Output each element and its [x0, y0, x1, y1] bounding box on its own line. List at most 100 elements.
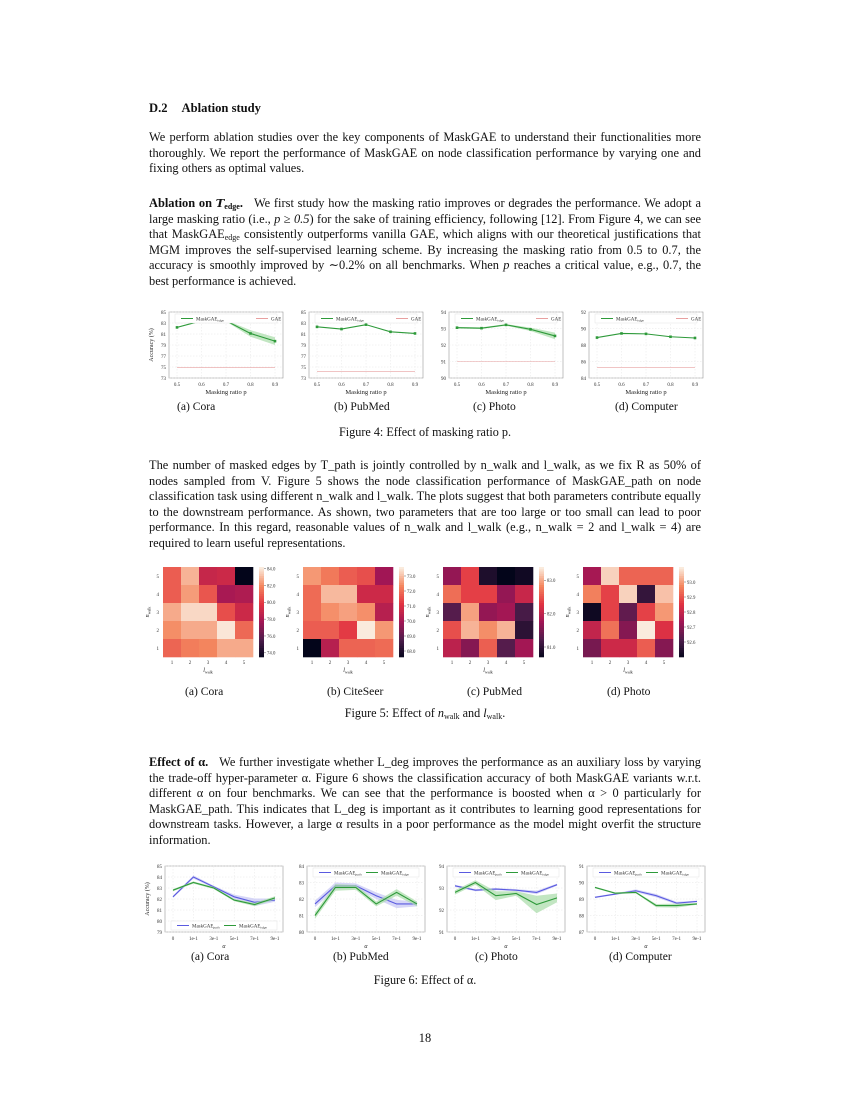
text: consistently outperforms vanilla GAE, wh…	[149, 227, 701, 273]
figure-6: 79 80 81 82 83 84 85 0 1e-1 3e-1 5e-1 7e-1 9e-1 α Accu…	[144, 862, 706, 967]
figure-4: 73 75 77 79 81 83 85 0.5 0.6 0.7 0.8 0.9 Masking rat…	[147, 308, 704, 418]
svg-text:1: 1	[451, 661, 454, 666]
t-symbol: T	[215, 196, 225, 210]
svg-text:0: 0	[172, 937, 175, 942]
svg-text:92: 92	[441, 344, 447, 349]
svg-text:81.0: 81.0	[547, 646, 556, 651]
svg-text:5: 5	[383, 661, 386, 666]
svg-text:1: 1	[437, 647, 440, 652]
svg-text:MaskGAEedge: MaskGAEedge	[381, 871, 409, 876]
svg-text:1: 1	[157, 647, 160, 652]
svg-text:77: 77	[301, 355, 307, 360]
svg-text:5: 5	[577, 575, 580, 580]
svg-text:3: 3	[627, 661, 630, 666]
fig4-subcaption-b: (b) PubMed	[334, 400, 390, 413]
svg-text:MaskGAEedge: MaskGAEedge	[239, 924, 267, 929]
svg-text:83.0: 83.0	[547, 579, 556, 584]
svg-text:81: 81	[301, 333, 307, 338]
svg-text:0: 0	[594, 937, 597, 942]
svg-text:4: 4	[297, 593, 300, 598]
svg-text:79: 79	[301, 344, 307, 349]
svg-text:0.5: 0.5	[314, 383, 321, 388]
svg-text:5: 5	[243, 661, 246, 666]
svg-text:84: 84	[157, 876, 163, 881]
svg-text:94: 94	[439, 865, 445, 870]
effect-alpha-heading: Effect of α.	[149, 755, 209, 769]
fig5-heatmap-photo: 5 4 3 2 1 1 2 3 4 5 lwalk nwalk 92.6 92.7 92.8 92.9 93.0	[563, 563, 703, 683]
svg-text:77: 77	[161, 355, 167, 360]
svg-text:5: 5	[663, 661, 666, 666]
svg-text:94: 94	[441, 311, 447, 316]
text: reaches a critical value, e.g., 0.7, the…	[149, 258, 701, 288]
svg-text:lwalk: lwalk	[483, 668, 492, 675]
svg-text:5e-1: 5e-1	[230, 937, 239, 942]
fig4-subcaption-c: (c) Photo	[473, 400, 516, 413]
svg-text:0.7: 0.7	[503, 383, 510, 388]
svg-text:3e-1: 3e-1	[631, 937, 640, 942]
fig5-subcaption-a: (a) Cora	[185, 685, 224, 698]
figure-4-caption: Figure 4: Effect of masking ratio p.	[338, 425, 512, 439]
subscript: edge	[224, 233, 240, 243]
svg-text:2: 2	[157, 629, 160, 634]
svg-text:0.8: 0.8	[247, 383, 254, 388]
svg-text:5e-1: 5e-1	[372, 937, 381, 942]
svg-text:90: 90	[441, 377, 447, 382]
svg-text:92.9: 92.9	[687, 596, 696, 601]
ablation-edge-paragraph: Ablation on Tedge. We first study how th…	[149, 196, 701, 288]
caption-subscript: walk	[486, 712, 503, 721]
svg-text:1: 1	[297, 647, 300, 652]
svg-text:74.0: 74.0	[267, 652, 276, 657]
caption-subscript: walk	[444, 712, 460, 721]
svg-text:92.8: 92.8	[687, 611, 696, 616]
svg-text:2: 2	[577, 629, 580, 634]
svg-text:MaskGAEedge: MaskGAEedge	[476, 317, 504, 322]
svg-text:89: 89	[579, 898, 585, 903]
svg-text:83: 83	[299, 882, 305, 887]
svg-text:2: 2	[609, 661, 612, 666]
svg-text:GAE: GAE	[691, 317, 701, 322]
effect-alpha-paragraph: Effect of α. We further investigate whet…	[149, 755, 701, 849]
ablation-path-paragraph: The number of masked edges by T_path is …	[149, 458, 701, 550]
fig6-chart-cora: 79 80 81 82 83 84 85 0 1e-1 3e-1 5e-1 7e-1 9e-1 α Accu…	[143, 862, 287, 950]
svg-text:72.0: 72.0	[407, 590, 416, 595]
svg-text:5e-1: 5e-1	[512, 937, 521, 942]
caption-text: Figure 5: Effect of	[344, 706, 438, 720]
svg-text:α: α	[504, 944, 508, 950]
svg-text:78.0: 78.0	[267, 618, 276, 623]
svg-text:0.6: 0.6	[478, 383, 485, 388]
fig4-chart-cora: 73 75 77 79 81 83 85 0.5 0.6 0.7 0.8 0.9 Masking rat…	[147, 308, 287, 398]
svg-text:1: 1	[577, 647, 580, 652]
svg-text:7e-1: 7e-1	[672, 937, 681, 942]
fig6-chart-pubmed: 80 81 82 83 84 0 1e-1 3e-1 5e-1 7e-1 9e-1 α MaskGAEp…	[285, 862, 429, 950]
svg-text:1e-1: 1e-1	[189, 937, 198, 942]
svg-text:GAE: GAE	[411, 317, 421, 322]
svg-text:4: 4	[365, 661, 368, 666]
svg-text:MaskGAEedge: MaskGAEedge	[521, 871, 549, 876]
svg-text:80: 80	[299, 931, 305, 936]
svg-text:92: 92	[439, 909, 445, 914]
svg-text:84.0: 84.0	[267, 567, 276, 572]
svg-text:83: 83	[301, 322, 307, 327]
svg-text:5: 5	[157, 575, 160, 580]
svg-text:α: α	[644, 944, 648, 950]
text: ) for the sake of training efficiency, f…	[149, 211, 701, 242]
svg-text:α: α	[222, 944, 226, 950]
svg-text:2: 2	[437, 629, 440, 634]
svg-text:69.0: 69.0	[407, 635, 416, 640]
svg-text:lwalk: lwalk	[203, 668, 212, 675]
fig5-subcaption-d: (d) Photo	[607, 685, 651, 698]
svg-text:1: 1	[591, 661, 594, 666]
svg-text:9e-1: 9e-1	[553, 937, 562, 942]
svg-text:MaskGAEpath: MaskGAEpath	[192, 924, 220, 929]
svg-text:0.9: 0.9	[552, 383, 559, 388]
svg-text:88: 88	[579, 915, 585, 920]
fig6-chart-photo: 91 92 93 94 0 1e-1 3e-1 5e-1 7e-1 9e-1 α MaskGAEpat…	[425, 862, 569, 950]
svg-text:4: 4	[157, 593, 160, 598]
page-number: 18	[418, 1031, 432, 1045]
svg-text:68.0: 68.0	[407, 650, 416, 655]
svg-text:81: 81	[157, 909, 163, 914]
svg-text:84: 84	[581, 377, 587, 382]
caption-math: l	[483, 706, 487, 720]
svg-text:Masking ratio p: Masking ratio p	[625, 389, 666, 396]
figure-6-caption: Figure 6: Effect of α.	[373, 973, 477, 987]
